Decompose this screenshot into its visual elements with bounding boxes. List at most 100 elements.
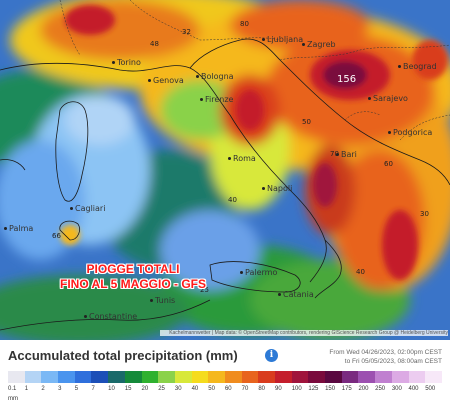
map-attribution: Kachelmannwetter | Map data: © OpenStree…: [160, 330, 448, 336]
scale-tick-label: 250: [375, 386, 386, 392]
value-label: 60: [384, 160, 393, 168]
scale-swatch: [341, 371, 359, 383]
coastlines: [0, 38, 450, 331]
scale-tick-label: 60: [224, 386, 232, 392]
scale-tick-label: 300: [391, 386, 402, 392]
scale-swatch: [158, 371, 175, 383]
scale-tick-label: 100: [291, 386, 302, 392]
scale-swatch: [358, 371, 376, 383]
scale-swatch: [191, 371, 209, 383]
legend-title: Accumulated total precipitation (mm): [8, 348, 238, 363]
scale-tick-label: 30: [174, 386, 182, 392]
scale-tick-label: 150: [325, 386, 336, 392]
scale-swatch: [174, 371, 192, 383]
scale-tick-label: 10: [108, 386, 115, 392]
scale-swatch: [58, 371, 75, 383]
scale-tick-label: 500: [425, 386, 436, 392]
value-label: 80: [240, 20, 249, 28]
scale-tick-label: 40: [191, 386, 199, 392]
scale-unit: mm: [8, 396, 18, 402]
scale-tick-label: 90: [275, 386, 282, 392]
max-value-label: 156: [337, 74, 357, 85]
scale-swatch: [325, 371, 342, 383]
scale-tick-label: 175: [341, 386, 352, 392]
value-label: 30: [420, 210, 429, 218]
scale-tick-label: 1: [24, 386, 29, 392]
scale-swatch: [391, 371, 409, 383]
scale-tick-label: 400: [408, 386, 419, 392]
city-label-belgrade: Beograd: [398, 62, 437, 71]
scale-tick-label: 125: [308, 386, 319, 392]
city-label-napoli: Napoli: [262, 184, 292, 193]
value-label: 48: [150, 40, 159, 48]
color-scale: [8, 371, 442, 383]
value-label: 40: [228, 196, 237, 204]
overlay-caption: PIOGGE TOTALI FINO AL 5 MAGGIO - GFS: [44, 262, 222, 292]
city-label-constantine: Constantine: [84, 312, 137, 321]
city-label-torino: Torino: [112, 58, 141, 67]
scale-ticks: 0.1 1 2 3 5 7 10 15 20 25 30 40 50 60 70 80 90 100 125 150 1…: [8, 386, 442, 396]
city-label-ljubljana: Ljubljana: [262, 35, 303, 44]
scale-tick-label: 2: [41, 386, 45, 392]
overlay-line-2: FINO AL 5 MAGGIO - GFS: [59, 277, 206, 291]
scale-tick-label: 70: [241, 386, 249, 392]
scale-swatch: [408, 371, 426, 383]
scale-swatch: [308, 371, 326, 383]
period-from: From Wed 04/26/2023, 02:00pm CEST: [329, 349, 442, 356]
scale-swatch: [291, 371, 309, 383]
scale-swatch: [241, 371, 259, 383]
scale-tick-label: 15: [124, 386, 132, 392]
scale-swatch: [8, 371, 25, 383]
city-label-bologna: Bologna: [196, 72, 234, 81]
value-label: 40: [356, 268, 365, 276]
city-label-zagreb: Zagreb: [302, 40, 336, 49]
scale-tick-label: 200: [358, 386, 369, 392]
scale-swatch: [258, 371, 275, 383]
city-label-palermo: Palermo: [240, 268, 277, 277]
scale-swatch: [425, 371, 442, 383]
scale-swatch: [275, 371, 292, 383]
city-label-catania: Catania: [278, 290, 314, 299]
scale-swatch: [24, 371, 42, 383]
legend-panel: Accumulated total precipitation (mm) i F…: [0, 340, 450, 402]
scale-tick-label: 80: [258, 386, 265, 392]
precip-field: [0, 0, 450, 340]
scale-swatch: [91, 371, 109, 383]
city-label-bari: Bari: [336, 150, 357, 159]
city-label-podgorica: Podgorica: [388, 128, 432, 137]
scale-tick-label: 0.1: [8, 386, 17, 392]
precipitation-map[interactable]: Ljubljana Zagreb Sarajevo Beograd Podgor…: [0, 0, 450, 340]
scale-tick-label: 5: [74, 386, 79, 392]
map-canvas: [0, 0, 450, 340]
value-label: 66: [52, 232, 61, 240]
scale-tick-label: 3: [58, 386, 62, 392]
value-label: 25: [200, 286, 209, 294]
city-label-roma: Roma: [228, 154, 256, 163]
city-label-genova: Genova: [148, 76, 184, 85]
borders: [59, 0, 450, 141]
scale-tick-label: 25: [158, 386, 165, 392]
scale-swatch: [375, 371, 392, 383]
city-label-cagliari: Cagliari: [70, 204, 105, 213]
scale-swatch: [141, 371, 159, 383]
scale-swatch: [108, 371, 125, 383]
scale-swatch: [124, 371, 142, 383]
city-label-sarajevo: Sarajevo: [368, 94, 408, 103]
value-label: 50: [302, 118, 311, 126]
scale-swatch: [41, 371, 59, 383]
overlay-line-1: PIOGGE TOTALI: [86, 262, 180, 276]
scale-swatch: [224, 371, 242, 383]
scale-tick-label: 50: [208, 386, 215, 392]
scale-swatch: [208, 371, 225, 383]
city-label-palma: Palma: [4, 224, 33, 233]
scale-tick-label: 7: [91, 386, 95, 392]
value-label: 32: [182, 28, 191, 36]
period-to: to Fri 05/05/2023, 08:00am CEST: [344, 358, 442, 365]
forecast-period: From Wed 04/26/2023, 02:00pm CEST to Fri…: [329, 348, 442, 366]
scale-swatch: [74, 371, 92, 383]
scale-tick-label: 20: [141, 386, 149, 392]
city-label-firenze: Firenze: [200, 95, 233, 104]
value-label: 70: [330, 150, 339, 158]
city-label-tunis: Tunis: [150, 296, 175, 305]
info-icon[interactable]: i: [265, 349, 278, 362]
